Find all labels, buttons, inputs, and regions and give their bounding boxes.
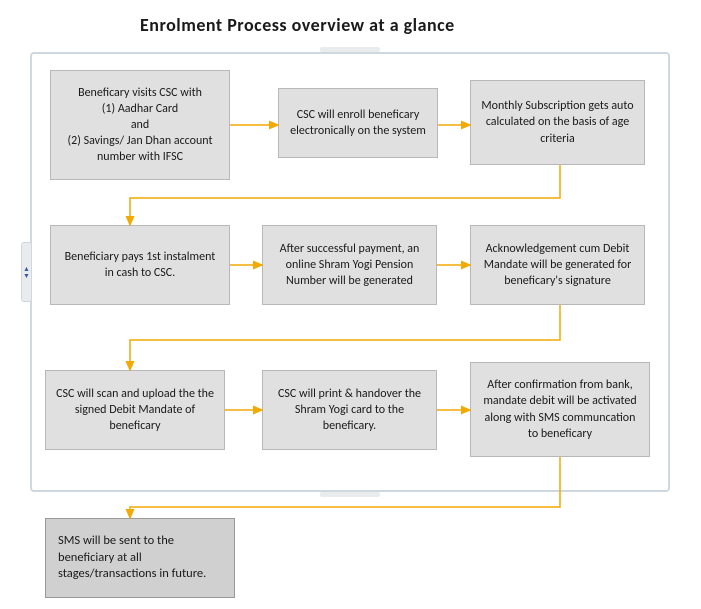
step-6-debit-mandate: Acknowledgement cum Debit Mandate will b… (470, 225, 645, 305)
step-3-subscription: Monthly Subscription gets auto calculate… (470, 80, 645, 165)
step-5-pension-number: After successful payment, an online Shra… (262, 225, 437, 305)
step-text: After confirmation from bank, mandate de… (479, 377, 641, 442)
step-9-activation: After confirmation from bank, mandate de… (470, 362, 650, 457)
step-8-print-card: CSC will print & handover the Shram Yogi… (262, 370, 437, 450)
step-text: Monthly Subscription gets auto calculate… (479, 98, 636, 147)
step-text: Beneficiary pays 1st instalment in cash … (59, 249, 221, 281)
step-text: CSC will scan and upload the the signed … (54, 386, 216, 435)
side-tab-icon: ▲▼ (21, 242, 31, 302)
step-text: After successful payment, an online Shra… (271, 241, 428, 290)
step-1-visit-csc: Beneficary visits CSC with(1) Aadhar Car… (50, 70, 230, 180)
step-4-pay-instalment: Beneficiary pays 1st instalment in cash … (50, 225, 230, 305)
step-7-upload-mandate: CSC will scan and upload the the signed … (45, 370, 225, 450)
step-text: Acknowledgement cum Debit Mandate will b… (479, 241, 636, 290)
step-text: SMS will be sent to the beneficiary at a… (58, 533, 222, 584)
step-text: CSC will enroll beneficary electronicall… (287, 107, 429, 139)
step-2-enroll: CSC will enroll beneficary electronicall… (278, 88, 438, 158)
page-title: Enrolment Process overview at a glance (140, 14, 455, 36)
step-10-sms-future: SMS will be sent to the beneficiary at a… (45, 518, 235, 598)
step-text: CSC will print & handover the Shram Yogi… (271, 386, 428, 435)
step-text: Beneficary visits CSC with(1) Aadhar Car… (59, 85, 221, 166)
